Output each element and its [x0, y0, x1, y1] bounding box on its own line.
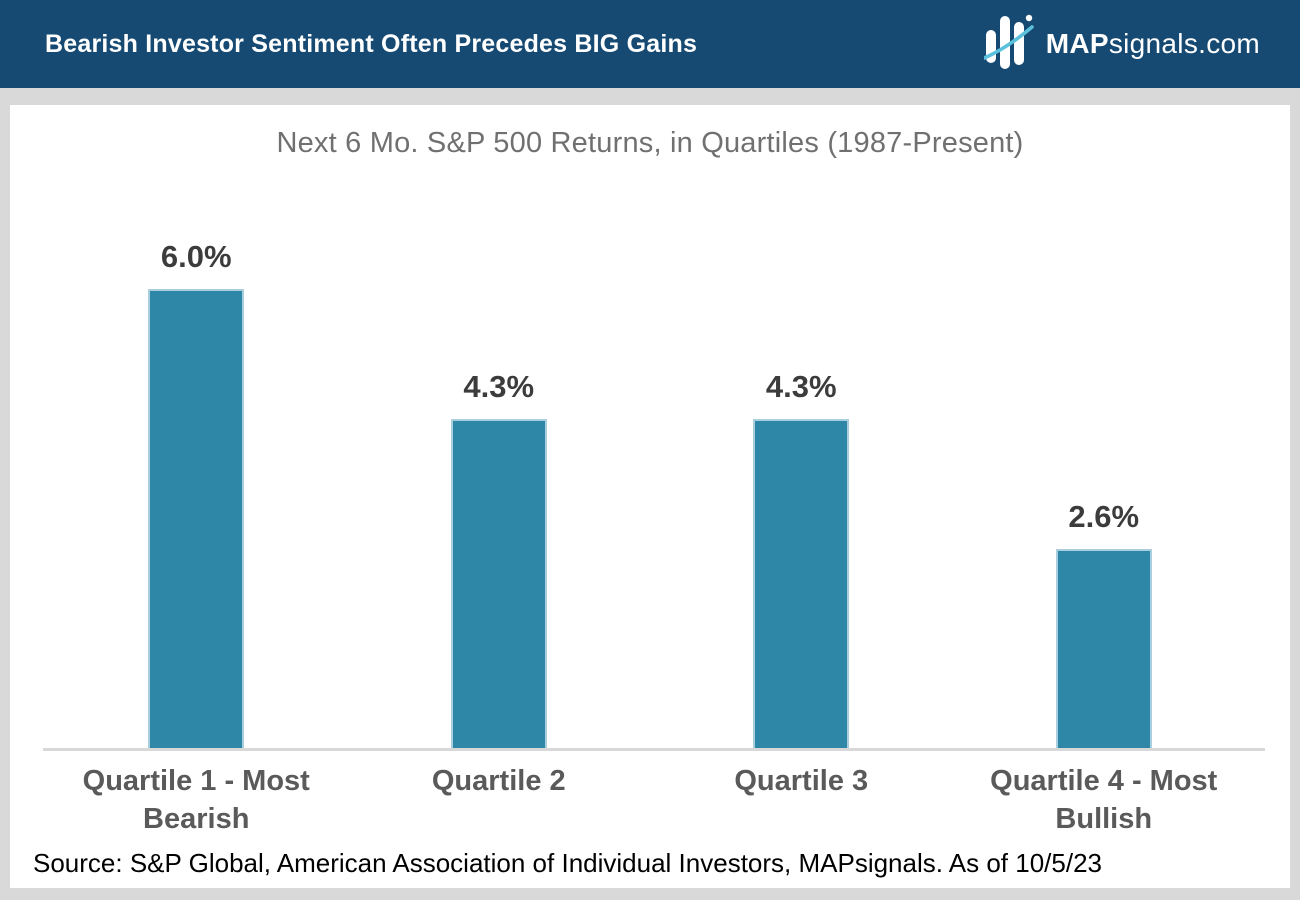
- bar-quartile-2: [450, 419, 547, 748]
- x-axis-label-quartile-4: Quartile 4 - Most Bullish: [990, 765, 1218, 835]
- x-axis-line: [43, 748, 1265, 751]
- x-axis-label-quartile-2: Quartile 2: [431, 765, 566, 797]
- bar-value-label: 4.3%: [463, 369, 535, 404]
- x-axis-label-quartile-3: Quartile 3: [734, 765, 869, 797]
- brand-name: MAPsignals.com: [1046, 28, 1260, 60]
- bar-group-quartile-1: 6.0%: [45, 105, 348, 748]
- bar-group-quartile-3: 4.3%: [650, 105, 953, 748]
- chart-title: Next 6 Mo. S&P 500 Returns, in Quartiles…: [276, 127, 1024, 159]
- brand-name-bold: MAP: [1045, 28, 1109, 59]
- bar-quartile-3: [753, 419, 850, 748]
- plot-area: 6.0% 4.3% 4.3% 2.6%: [45, 105, 1255, 748]
- page-title: Bearish Investor Sentiment Often Precede…: [45, 29, 698, 58]
- chart-panel: Next 6 Mo. S&P 500 Returns, in Quartiles…: [10, 105, 1290, 888]
- bar-chart-swoosh-icon: [983, 14, 1034, 69]
- bar-quartile-4: [1055, 549, 1152, 748]
- bar-value-label: 6.0%: [160, 239, 232, 274]
- brand-logo: MAPsignals.com: [983, 11, 1260, 77]
- bar-quartile-1: [148, 289, 245, 748]
- bar-value-label: 2.6%: [1068, 499, 1140, 534]
- header-bar: Bearish Investor Sentiment Often Precede…: [0, 0, 1300, 88]
- bar-group-quartile-4: 2.6%: [953, 105, 1256, 748]
- bar-group-quartile-2: 4.3%: [348, 105, 651, 748]
- source-note: Source: S&P Global, American Association…: [33, 848, 1102, 878]
- x-axis-labels: Quartile 1 - Most Bearish Quartile 2 Qua…: [45, 763, 1255, 838]
- brand-name-rest: signals.com: [1108, 28, 1260, 59]
- bar-value-label: 4.3%: [765, 369, 837, 404]
- x-axis-label-quartile-1: Quartile 1 - Most Bearish: [82, 765, 310, 835]
